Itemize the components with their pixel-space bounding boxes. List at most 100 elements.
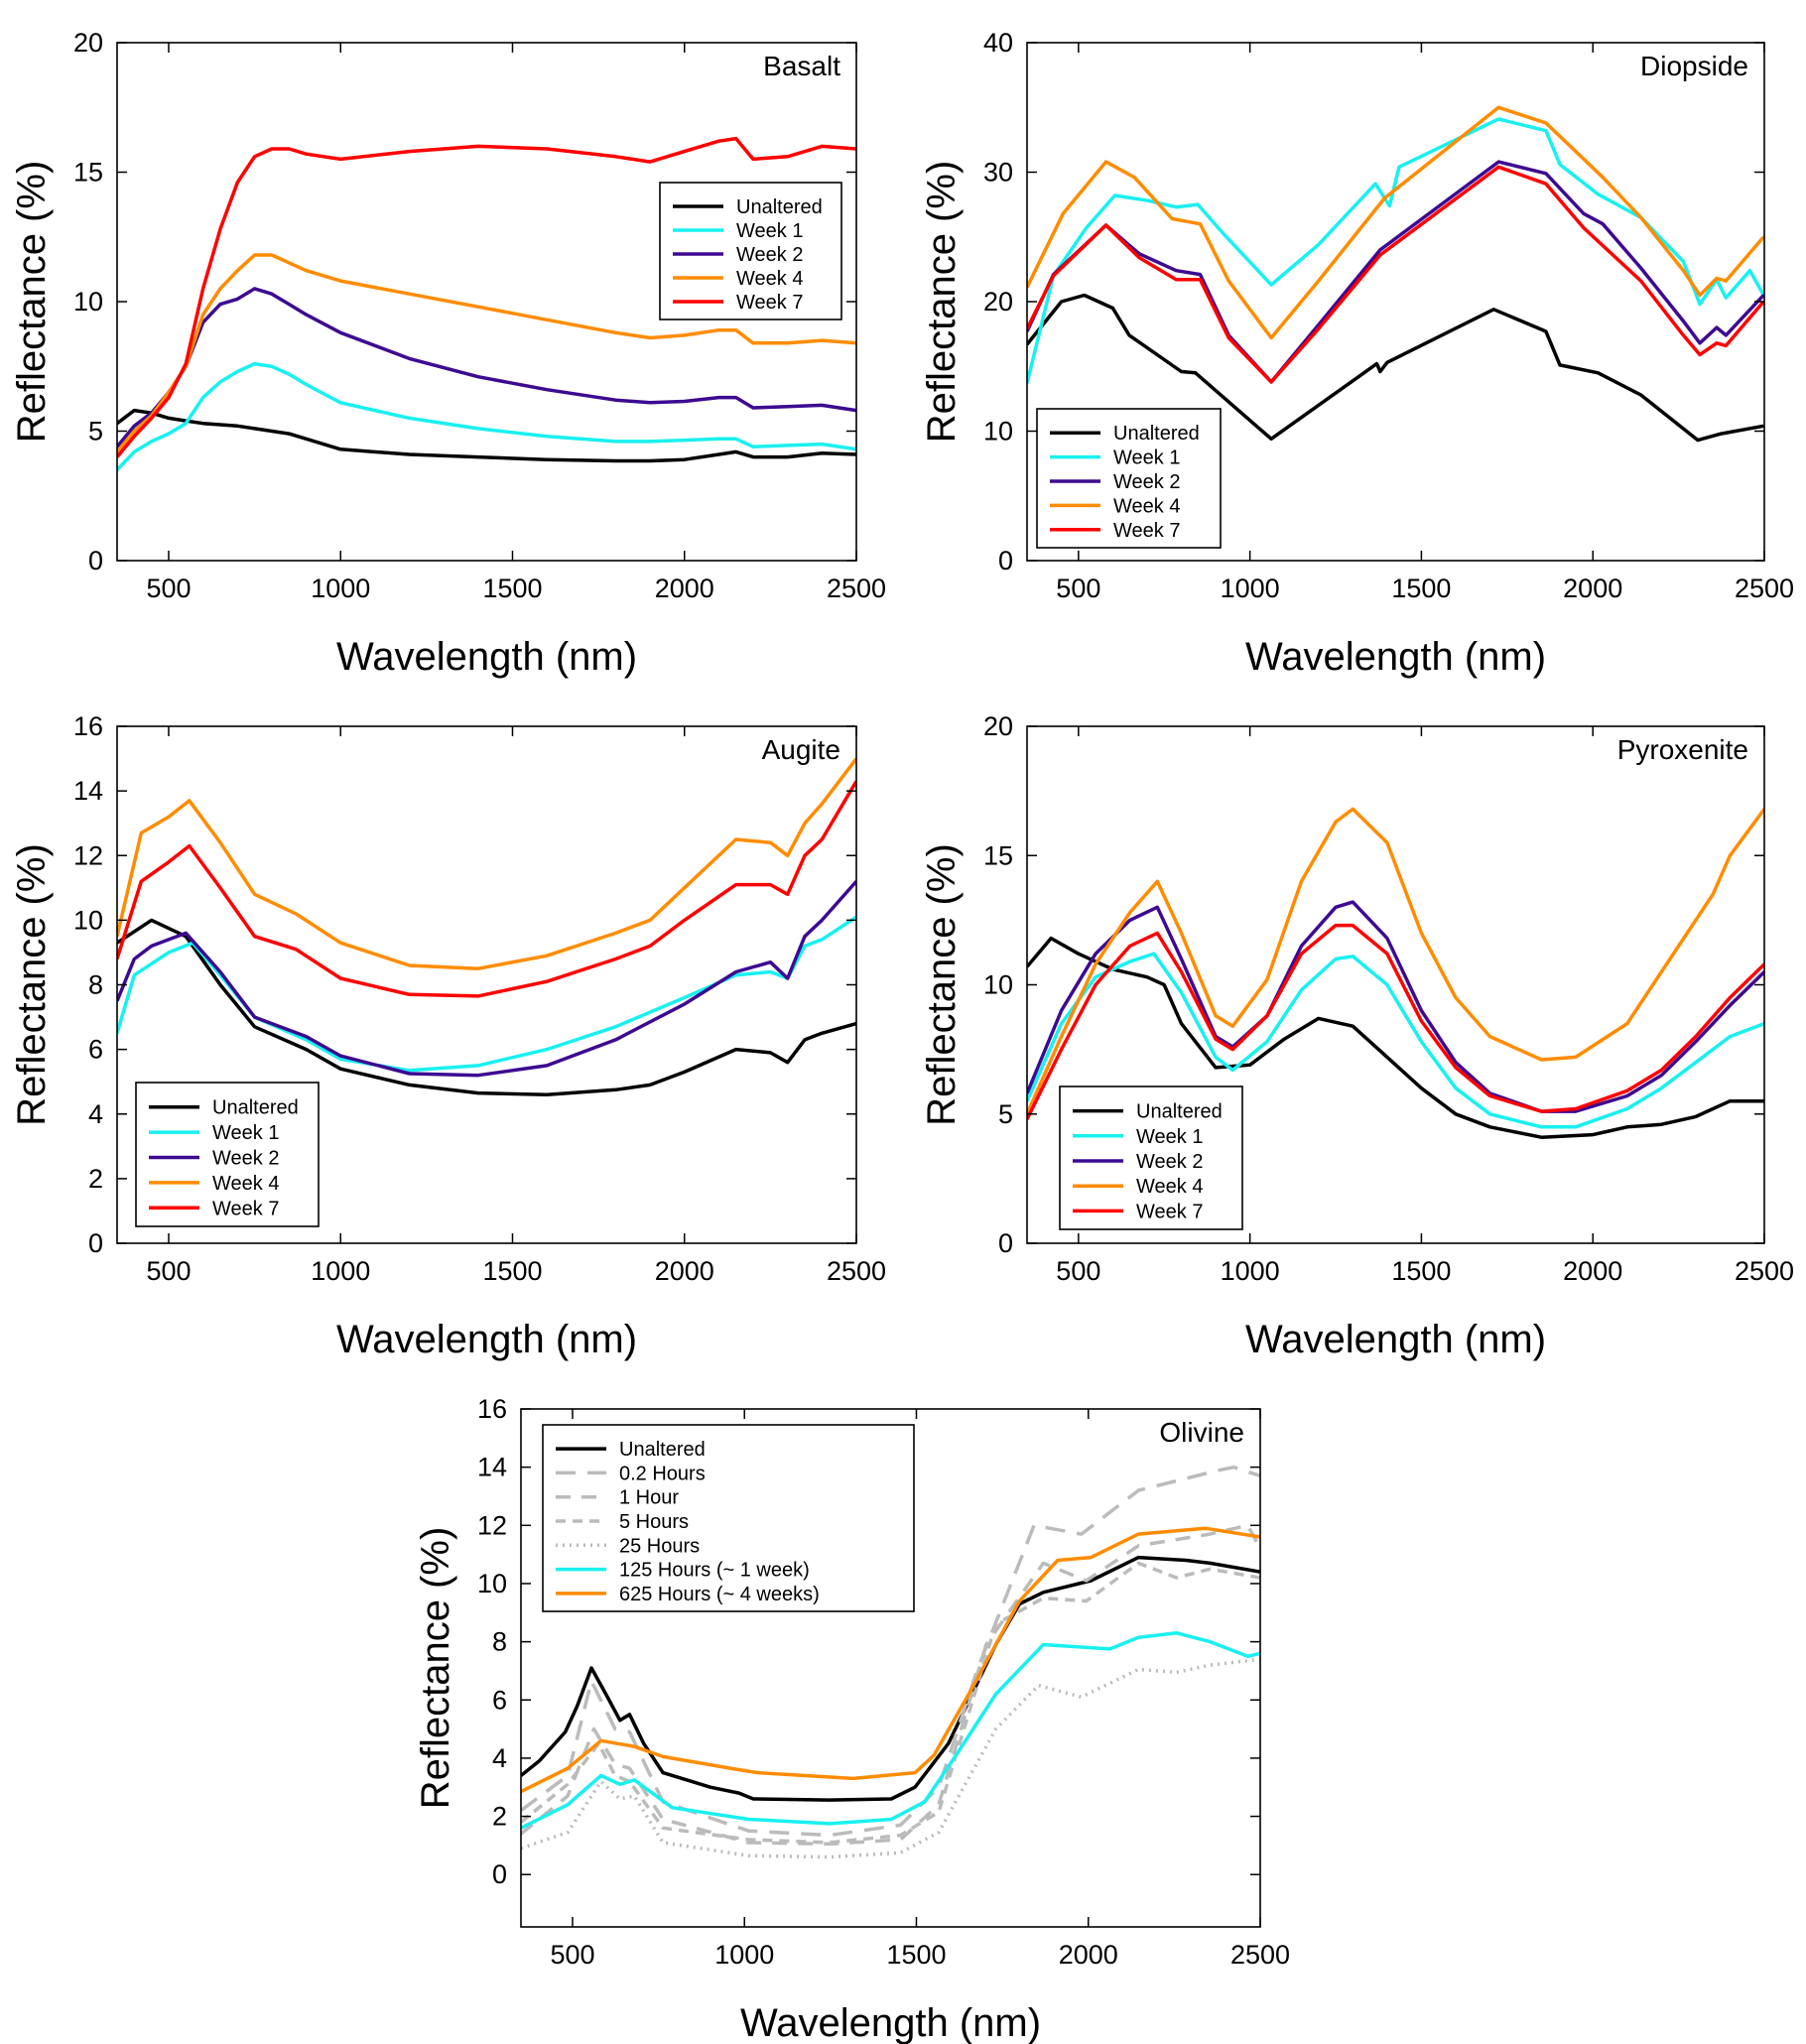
y-tick-label: 30 — [983, 158, 1013, 188]
series-line-625-hours-4-weeks- — [521, 1526, 1260, 1794]
y-tick-label: 6 — [88, 1035, 103, 1065]
series-line-week-7 — [1027, 165, 1764, 384]
x-tick-label: 2000 — [1059, 1940, 1118, 1970]
legend-label: Unaltered — [1113, 423, 1200, 445]
y-tick-label: 10 — [983, 417, 1013, 447]
series-line-week-2 — [117, 880, 856, 1078]
series-line-0-2-hours — [521, 1465, 1260, 1838]
panel-title: Pyroxenite — [1617, 734, 1748, 765]
series-line-125-hours-1-week- — [521, 1631, 1260, 1830]
series-line-unaltered — [117, 408, 856, 463]
legend-label: 5 Hours — [619, 1511, 689, 1533]
y-tick-label: 8 — [492, 1627, 507, 1657]
legend-label: Week 1 — [212, 1122, 279, 1144]
series-line-week-2 — [1027, 160, 1764, 384]
x-tick-label: 2000 — [655, 1256, 714, 1286]
legend-label: Week 2 — [1113, 471, 1180, 493]
x-tick-label: 1500 — [1391, 574, 1451, 603]
series-line-week-1 — [117, 361, 856, 471]
y-tick-label: 0 — [998, 1228, 1013, 1258]
x-tick-label: 1500 — [482, 574, 542, 603]
x-tick-label: 2500 — [827, 574, 886, 603]
y-tick-label: 16 — [73, 711, 103, 741]
x-tick-label: 1500 — [482, 1256, 542, 1286]
series-line-unaltered — [1027, 293, 1764, 443]
series-line-25-hours — [521, 1657, 1260, 1859]
y-tick-label: 0 — [492, 1859, 507, 1889]
legend-label: Week 4 — [1113, 495, 1180, 517]
x-tick-label: 1000 — [311, 574, 370, 603]
x-axis-label: Wavelength (nm) — [336, 635, 637, 679]
legend-label: Unaltered — [212, 1097, 299, 1119]
series-line-week-4 — [1027, 807, 1764, 1115]
series-line-week-7 — [117, 136, 856, 458]
legend-label: Week 1 — [1113, 447, 1180, 469]
y-axis-label: Reflectance (%) — [414, 1527, 457, 1810]
series-line-week-7 — [117, 780, 856, 998]
panel-title: Augite — [762, 734, 840, 765]
x-axis-label: Wavelength (nm) — [740, 2001, 1041, 2044]
legend-label: Week 2 — [1136, 1151, 1203, 1173]
x-axis-label: Wavelength (nm) — [1245, 1318, 1546, 1361]
legend-label: 125 Hours (~ 1 week) — [619, 1560, 810, 1582]
y-tick-label: 14 — [73, 776, 103, 806]
legend-label: Week 7 — [1113, 520, 1180, 542]
x-tick-label: 2500 — [1735, 574, 1794, 603]
panel-diopside: 500 1000 1500 2000 2500 0 10 20 30 40 Wavelength (… — [920, 28, 1794, 679]
legend-label: Week 1 — [1136, 1126, 1203, 1148]
panel-olivine: 500 1000 1500 2000 2500 0 2 4 6 8 10 12 14 16 Waveleng… — [414, 1394, 1290, 2044]
x-axis-label: Wavelength (nm) — [1245, 635, 1546, 679]
x-tick-label: 500 — [1056, 1256, 1100, 1286]
y-tick-label: 20 — [983, 711, 1013, 741]
y-tick-label: 6 — [492, 1685, 507, 1715]
y-tick-label: 15 — [73, 158, 103, 188]
panel-augite: 500 1000 1500 2000 2500 0 2 4 6 8 10 12 14 16 Waveleng… — [10, 711, 886, 1361]
legend-label: Week 2 — [736, 244, 803, 266]
legend-label: 1 Hour — [619, 1487, 679, 1509]
series-line-week-7 — [1027, 923, 1764, 1120]
legend-label: Week 7 — [736, 292, 803, 314]
panel-basalt: 500 1000 1500 2000 2500 0 5 10 15 20 Wavelength (n… — [10, 28, 886, 679]
x-tick-label: 1000 — [311, 1256, 370, 1286]
legend-label: 0.2 Hours — [619, 1463, 706, 1484]
x-tick-label: 1000 — [1221, 1256, 1280, 1286]
legend-label: Week 7 — [212, 1198, 279, 1219]
x-tick-label: 2000 — [655, 574, 714, 603]
x-tick-label: 500 — [146, 574, 191, 603]
y-tick-label: 40 — [983, 28, 1013, 58]
y-tick-label: 10 — [477, 1569, 507, 1598]
series-line-unaltered — [117, 918, 856, 1096]
y-tick-label: 10 — [73, 287, 103, 317]
legend-box — [542, 1424, 915, 1612]
y-tick-label: 4 — [492, 1743, 507, 1773]
legend-label: Week 2 — [212, 1148, 279, 1170]
legend-label: Week 7 — [1136, 1201, 1203, 1222]
x-tick-label: 500 — [550, 1940, 594, 1970]
legend-label: Unaltered — [736, 196, 823, 218]
y-tick-label: 12 — [73, 840, 103, 870]
plot-frame — [520, 1408, 1261, 1928]
y-tick-label: 0 — [88, 1228, 103, 1258]
x-axis-label: Wavelength (nm) — [336, 1318, 637, 1361]
legend-label: Unaltered — [619, 1439, 706, 1461]
y-tick-label: 10 — [73, 905, 103, 935]
y-axis-label: Reflectance (%) — [920, 843, 964, 1126]
x-tick-label: 2500 — [1230, 1940, 1290, 1970]
y-tick-label: 12 — [477, 1510, 507, 1540]
x-tick-label: 1000 — [714, 1940, 774, 1970]
y-tick-label: 8 — [88, 970, 103, 1000]
y-tick-label: 20 — [983, 287, 1013, 317]
series-line-week-1 — [1027, 952, 1764, 1129]
legend-label: Week 4 — [736, 268, 803, 290]
x-tick-label: 1000 — [1221, 574, 1280, 603]
y-tick-label: 20 — [73, 28, 103, 58]
y-tick-label: 2 — [88, 1164, 103, 1194]
series-line-unaltered — [521, 1555, 1260, 1802]
panel-title: Olivine — [1159, 1417, 1244, 1448]
series-line-week-4 — [1027, 105, 1764, 340]
legend-label: Week 1 — [736, 220, 803, 242]
